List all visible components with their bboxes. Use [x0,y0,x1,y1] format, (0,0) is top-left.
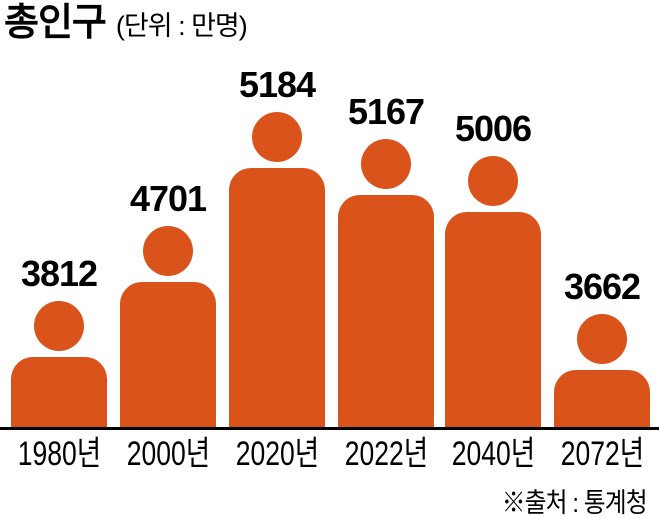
chart-column-2072년: 3662 [548,0,656,428]
chart-baseline-axis [0,427,659,430]
x-axis-label-2000년: 2000년 [126,435,210,473]
person-pictogram-chart: 3812 4701 5184 5167 5006 3662 [5,0,656,428]
person-icon-head [34,301,84,351]
value-label: 5006 [454,108,532,149]
chart-title: 총인구 [4,2,107,44]
chart-unit-label: (단위 : 만명) [115,11,248,41]
person-icon-head [143,226,193,276]
chart-column-2040년: 5006 [439,0,547,428]
source-note: ※출처 : 통계청 [502,488,648,518]
person-icon-head [252,112,302,162]
chart-column-2020년: 5184 [223,0,331,428]
person-icon-head [468,156,518,206]
chart-column-2022년: 5167 [332,0,440,428]
value-label: 5184 [238,64,316,105]
chart-column-2000년: 4701 [114,0,222,428]
person-icon-head [361,139,411,189]
person-icon-body [338,195,434,428]
x-axis-label-2020년: 2020년 [235,435,319,473]
value-label: 3662 [563,266,641,307]
chart-column-1980년: 3812 [5,0,113,428]
x-axis-label-2022년: 2022년 [344,435,428,473]
person-icon-head [577,314,627,364]
x-axis-label-2040년: 2040년 [451,435,535,473]
person-icon-body [11,357,107,428]
person-icon-body [229,168,325,428]
person-icon-body [445,212,541,428]
value-label: 3812 [20,253,98,294]
value-label: 5167 [347,91,425,132]
chart-header: 총인구 (단위 : 만명) [4,2,248,44]
person-icon-body [120,282,216,428]
value-label: 4701 [129,178,207,219]
x-axis-label-2072년: 2072년 [560,435,644,473]
person-icon-body [554,370,650,428]
x-axis-label-1980년: 1980년 [17,435,101,473]
